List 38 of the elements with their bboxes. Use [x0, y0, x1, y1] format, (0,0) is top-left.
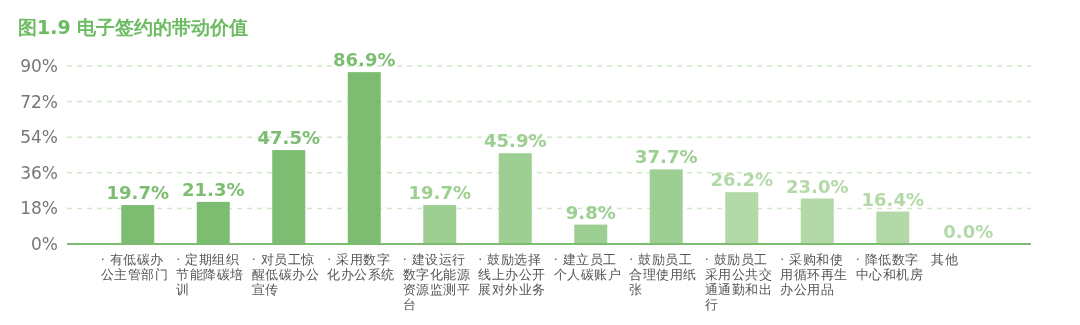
y-tick-label: 54%	[20, 127, 58, 148]
y-tick-label: 36%	[20, 162, 58, 183]
data-label: 0.0%	[943, 221, 994, 242]
x-tick-label: · 采用数字化办公系统	[327, 252, 396, 282]
bar	[498, 153, 532, 244]
x-tick-label: · 采购和使用循环再生办公用品	[780, 252, 849, 297]
bar	[649, 169, 683, 244]
data-label: 23.0%	[786, 175, 849, 197]
data-label: 37.7%	[635, 146, 698, 168]
bar	[800, 198, 834, 244]
bar	[876, 211, 910, 244]
x-tick-label: · 对员工惊醒低碳办公宣传	[251, 252, 321, 297]
data-label: 9.8%	[565, 201, 616, 223]
data-label: 19.7%	[106, 182, 169, 204]
data-label: 47.5%	[257, 127, 320, 149]
chart-title: 图1.9 电子签约的带动价值	[18, 16, 249, 38]
data-label: 45.9%	[484, 130, 547, 152]
data-label: 26.2%	[710, 169, 773, 191]
x-tick-label: · 降低数字中心和机房	[855, 252, 925, 282]
bar	[574, 224, 608, 244]
bar	[423, 205, 457, 244]
bar	[725, 192, 759, 244]
data-label: 21.3%	[182, 178, 245, 200]
y-tick-label: 72%	[20, 91, 58, 112]
x-tick-label: 其他	[931, 252, 960, 267]
x-tick-label: · 有低碳办公主管部门	[100, 252, 170, 282]
x-tick-label: · 鼓励选择线上办公开展对外业务	[478, 252, 547, 297]
y-tick-label: 18%	[20, 198, 58, 219]
data-label: 16.4%	[861, 188, 924, 210]
data-label: 86.9%	[333, 49, 396, 71]
y-tick-label: 0%	[31, 234, 58, 254]
data-label: 19.7%	[408, 182, 471, 204]
x-tick-label: · 鼓励员工合理使用纸张	[629, 252, 698, 297]
y-tick-label: 90%	[20, 56, 58, 76]
x-tick-label: · 定期组织节能降碳培训	[176, 252, 245, 297]
x-tick-label: · 鼓励员工采用公共交通通勤和出行	[704, 252, 774, 312]
x-tick-label: · 建立员工个人碳账户	[553, 252, 623, 282]
x-tick-label: · 建设运行数字化能源资源监测平台	[402, 252, 472, 312]
